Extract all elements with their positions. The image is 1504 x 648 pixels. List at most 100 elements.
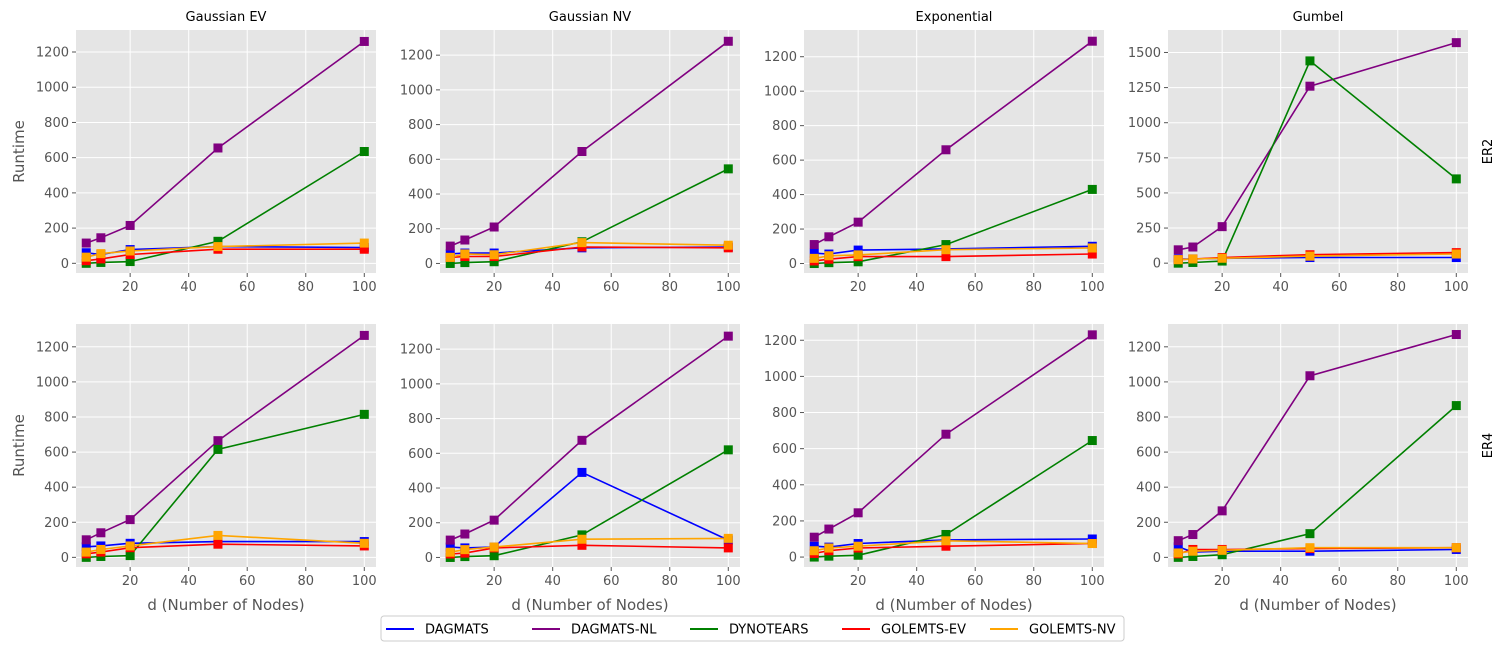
data-point-dagmats-nl: [445, 241, 455, 251]
y-tick-label: 200: [408, 222, 433, 237]
legend-box: [380, 615, 1125, 642]
row-label-er2: ER2: [1481, 139, 1496, 165]
x-tick-label: 40: [544, 574, 561, 589]
x-tick-label: 40: [908, 280, 925, 295]
data-point-golemts-ev: [359, 244, 369, 254]
data-point-golemts-nv: [445, 252, 455, 262]
data-point-golemts-nv: [577, 238, 587, 248]
y-tick-label: 1000: [1128, 375, 1161, 390]
data-point-dagmats-nl: [577, 435, 587, 445]
data-point-dynotears: [723, 164, 733, 174]
data-point-golemts-ev: [577, 540, 587, 550]
data-point-dagmats-nl: [1451, 330, 1461, 340]
data-point-dagmats-nl: [81, 535, 91, 545]
data-point-dynotears: [125, 551, 135, 561]
data-point-dagmats-nl: [1173, 536, 1183, 546]
y-tick-label: 800: [44, 116, 69, 131]
data-point-golemts-nv: [489, 250, 499, 260]
y-tick-label: 1500: [1128, 46, 1161, 61]
data-point-dynotears: [359, 409, 369, 419]
y-tick-label: 0: [1153, 257, 1161, 272]
subplot-3: 20 40 60 80 100020040060080010001200Exponent…: [764, 10, 1105, 295]
x-tick-label: 60: [239, 280, 256, 295]
data-point-golemts-nv: [941, 245, 951, 255]
x-tick-label: 60: [1331, 280, 1348, 295]
x-tick-label: 40: [180, 574, 197, 589]
x-tick-label: 60: [603, 280, 620, 295]
data-point-dagmats-nl: [489, 515, 499, 525]
x-axis-label: d (Number of Nodes): [875, 596, 1032, 614]
x-tick-label: 100: [1444, 280, 1469, 295]
data-point-golemts-nv: [1188, 546, 1198, 556]
y-tick-label: 600: [772, 442, 797, 457]
y-axis-label: Runtime: [10, 120, 28, 183]
data-point-golemts-nv: [460, 545, 470, 555]
subplot-title: Gaussian NV: [549, 10, 631, 25]
y-tick-label: 400: [408, 482, 433, 497]
legend-label-dagmats: DAGMATS: [425, 623, 489, 638]
data-point-dagmats-nl: [359, 330, 369, 340]
y-tick-label: 600: [1136, 446, 1161, 461]
legend-label-golemts-ev: GOLEMTS-EV: [881, 623, 966, 638]
data-point-dagmats-nl: [213, 436, 223, 446]
y-tick-label: 500: [1136, 186, 1161, 201]
x-tick-label: 60: [603, 574, 620, 589]
data-point-golemts-nv: [213, 242, 223, 252]
y-tick-label: 200: [408, 516, 433, 531]
data-point-golemts-nv: [941, 536, 951, 546]
x-tick-label: 20: [486, 280, 503, 295]
x-tick-label: 40: [908, 574, 925, 589]
data-point-dagmats-nl: [1217, 222, 1227, 232]
data-point-dynotears: [489, 551, 499, 561]
data-point-golemts-nv: [1451, 249, 1461, 259]
y-tick-label: 600: [408, 447, 433, 462]
y-tick-label: 0: [789, 551, 797, 566]
y-tick-label: 200: [1136, 516, 1161, 531]
x-tick-label: 100: [352, 280, 377, 295]
data-point-dynotears: [125, 257, 135, 267]
data-point-dynotears: [1305, 56, 1315, 66]
data-point-dagmats-nl: [489, 222, 499, 232]
y-tick-label: 800: [772, 119, 797, 134]
x-tick-label: 20: [122, 280, 139, 295]
data-point-golemts-nv: [809, 253, 819, 263]
subplot-title: Gaussian EV: [186, 10, 267, 25]
data-point-dynotears: [213, 444, 223, 454]
data-point-golemts-nv: [1188, 254, 1198, 264]
legend-label-dynotears: DYNOTEARS: [729, 623, 809, 638]
data-point-golemts-nv: [125, 246, 135, 256]
y-tick-label: 0: [425, 551, 433, 566]
data-point-dagmats-nl: [809, 240, 819, 250]
data-point-dynotears: [853, 550, 863, 560]
x-tick-label: 80: [1389, 574, 1406, 589]
data-point-golemts-nv: [213, 530, 223, 540]
data-point-golemts-ev: [96, 254, 106, 264]
data-point-dagmats-nl: [577, 147, 587, 156]
y-tick-label: 400: [408, 188, 433, 203]
y-tick-label: 1000: [400, 377, 433, 392]
x-tick-label: 60: [239, 574, 256, 589]
y-tick-label: 200: [44, 222, 69, 237]
data-point-golemts-nv: [359, 538, 369, 548]
y-tick-label: 200: [772, 223, 797, 238]
y-axis-label: Runtime: [10, 414, 28, 477]
data-point-dynotears: [941, 240, 951, 250]
data-point-dynotears: [445, 258, 455, 268]
y-tick-label: 800: [408, 118, 433, 133]
data-point-golemts-nv: [1217, 545, 1227, 555]
data-point-dagmats-nl: [941, 429, 951, 439]
data-point-dagmats-nl: [1451, 38, 1461, 48]
y-tick-label: 400: [772, 478, 797, 493]
data-point-golemts-nv: [81, 252, 91, 262]
y-tick-label: 600: [408, 153, 433, 168]
data-point-dynotears: [853, 257, 863, 267]
data-point-dagmats-nl: [1217, 506, 1227, 516]
data-point-dagmats-nl: [213, 143, 223, 153]
x-tick-label: 100: [716, 574, 741, 589]
data-point-dynotears: [460, 258, 470, 268]
legend-label-golemts-nv: GOLEMTS-NV: [1029, 623, 1116, 638]
data-point-dynotears: [489, 257, 499, 267]
